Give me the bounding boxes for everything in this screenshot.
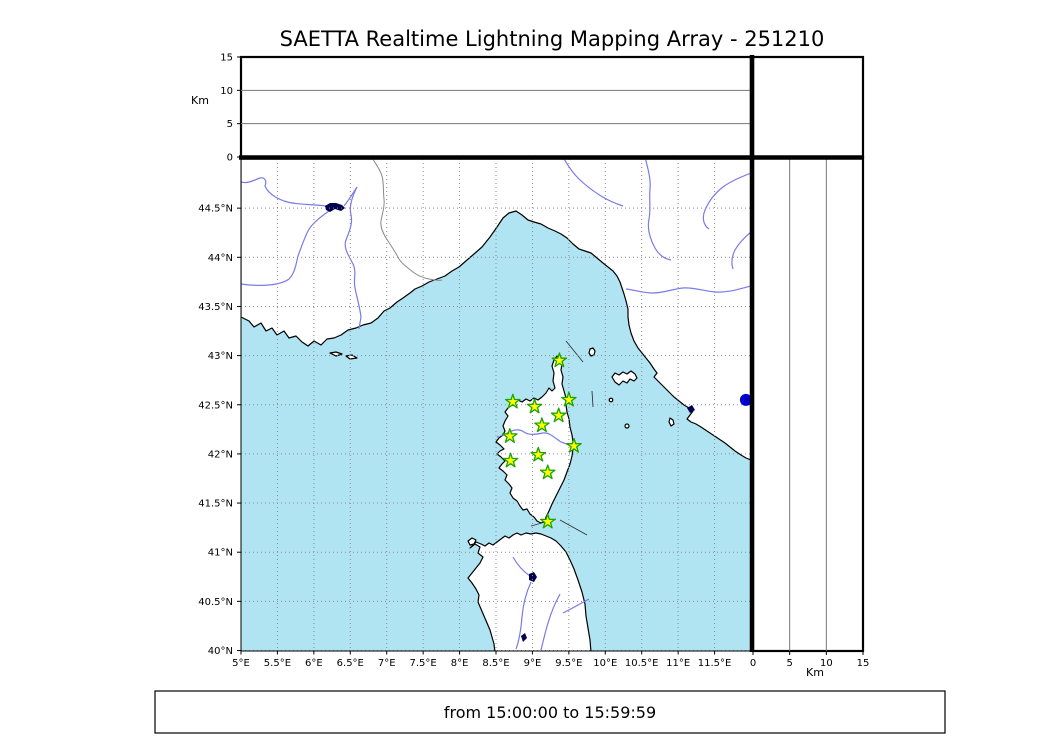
lon-tick-label: 7.5°E <box>410 658 437 669</box>
sardinia-coastline <box>467 532 592 651</box>
alt-tick-label: 10 <box>820 658 833 669</box>
lma-station-marker <box>502 428 518 443</box>
small-islands <box>329 347 675 546</box>
asinara-island <box>467 537 477 546</box>
map-panel: 5°E 5.5°E 6°E 6.5°E 7°E 7.5°E 8°E 8.5°E 9°E 9.5°E… <box>198 158 752 669</box>
lat-tick-label: 44°N <box>208 253 233 264</box>
lma-stations <box>502 352 582 529</box>
lma-station-marker <box>539 513 556 529</box>
time-range-box: from 15:00:00 to 15:59:59 <box>154 690 946 734</box>
elba-island <box>611 370 638 386</box>
route-segments <box>530 340 594 536</box>
lon-tick-label: 10.5°E <box>625 658 659 669</box>
latitude-axis: 40°N 40.5°N 41°N 41.5°N 42°N 42.5°N 43°N 43.5°N… <box>198 204 241 657</box>
lat-tick-label: 41°N <box>208 548 233 559</box>
alt-lon-panel: 0 5 10 15 Km <box>191 53 753 164</box>
alt-lat-panel: 0 5 10 15 Km <box>750 155 870 679</box>
lon-tick-label: 9.5°E <box>555 658 582 669</box>
time-range-frame <box>154 690 946 734</box>
sardinia-lake-south <box>521 633 527 642</box>
corsica-coastline <box>495 355 574 524</box>
lon-tick-label: 8°E <box>451 658 469 669</box>
lon-tick-label: 10°E <box>593 658 617 669</box>
alt-tick-label: 5 <box>786 658 792 669</box>
longitude-axis: 5°E 5.5°E 6°E 6.5°E 7°E 7.5°E 8°E 8.5°E 9°E 9.5°E… <box>232 650 732 669</box>
country-border <box>372 159 443 281</box>
lon-tick-label: 7°E <box>378 658 396 669</box>
lon-tick-label: 11.5°E <box>698 658 732 669</box>
lma-station-marker <box>566 437 582 453</box>
lon-tick-label: 8.5°E <box>482 658 509 669</box>
lon-tick-label: 5.5°E <box>264 658 291 669</box>
alt-lat-gridlines <box>789 157 827 651</box>
corner-box <box>751 55 865 159</box>
alt-lat-axis-label: Km <box>806 666 824 679</box>
lat-tick-label: 44.5°N <box>198 204 233 215</box>
lightning-event-dot <box>739 393 752 406</box>
lma-station-marker <box>502 452 519 468</box>
corner-box-frame <box>751 55 865 159</box>
lakes <box>325 203 695 642</box>
lat-tick-label: 40°N <box>208 646 233 657</box>
alt-lon-axis-label: Km <box>191 94 209 107</box>
lma-station-marker <box>504 393 521 409</box>
alt-lon-axis: 0 5 10 15 <box>220 53 241 164</box>
lma-station-marker <box>530 446 547 462</box>
figure-title: SAETTA Realtime Lightning Mapping Array … <box>280 27 825 51</box>
lma-station-marker <box>551 352 568 368</box>
lon-tick-label: 11°E <box>666 658 690 669</box>
lon-tick-label: 5°E <box>232 658 250 669</box>
lma-station-marker <box>526 398 543 414</box>
lat-tick-label: 43.5°N <box>198 302 233 313</box>
alt-lon-gridlines <box>241 89 751 125</box>
lightning-events <box>739 393 752 406</box>
alt-tick-label: 5 <box>227 119 233 130</box>
lma-station-marker <box>539 464 556 480</box>
capraia-island <box>588 347 596 357</box>
lon-tick-label: 6.5°E <box>337 658 364 669</box>
lat-tick-label: 40.5°N <box>198 597 233 608</box>
alt-lat-axis: 0 5 10 15 <box>750 651 870 669</box>
orbetello-lagoon <box>687 405 695 413</box>
alt-tick-label: 10 <box>220 86 233 97</box>
rivers <box>241 159 751 651</box>
pianosa-island <box>608 397 614 403</box>
alt-tick-label: 15 <box>220 53 233 64</box>
alt-tick-label: 15 <box>857 658 870 669</box>
lon-tick-label: 9°E <box>524 658 542 669</box>
lat-tick-label: 41.5°N <box>198 499 233 510</box>
alt-tick-label: 0 <box>750 658 756 669</box>
serre-poncon-lake <box>325 203 345 212</box>
time-range-label: from 15:00:00 to 15:59:59 <box>444 703 656 722</box>
alt-tick-label: 0 <box>227 153 233 164</box>
golo-river <box>505 429 573 447</box>
coghinas-lake <box>529 572 537 582</box>
lma-station-marker <box>550 407 567 423</box>
lat-tick-label: 42.5°N <box>198 400 233 411</box>
alt-lat-frame <box>751 155 865 653</box>
hyeres-island-1 <box>329 351 343 357</box>
alt-lon-frame <box>239 55 753 159</box>
montecristo-island <box>624 423 630 429</box>
giglio-island <box>668 417 675 427</box>
lon-tick-label: 6°E <box>305 658 323 669</box>
lat-tick-label: 42°N <box>208 449 233 460</box>
lma-station-marker <box>561 391 577 407</box>
lat-tick-label: 43°N <box>208 351 233 362</box>
lma-station-marker <box>534 417 550 433</box>
